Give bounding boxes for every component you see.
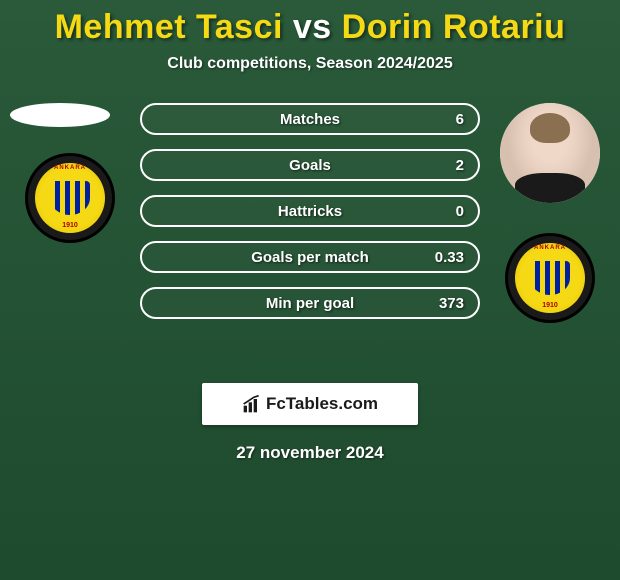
bar-chart-icon: [242, 394, 262, 414]
stat-value: 0: [456, 203, 464, 220]
stats-area: ANKARA 1910 ANKARA 1910 Matches 6 Goals …: [0, 103, 620, 363]
stat-row: Matches 6: [140, 103, 480, 135]
stat-label: Hattricks: [278, 203, 342, 220]
club-badge-inner: ANKARA 1910: [35, 163, 105, 233]
vs-separator: vs: [293, 8, 332, 46]
branding-text: FcTables.com: [266, 394, 378, 414]
stat-row: Hattricks 0: [140, 195, 480, 227]
subtitle: Club competitions, Season 2024/2025: [0, 55, 620, 73]
player1-club-badge: ANKARA 1910: [25, 153, 115, 243]
badge-stripes: [50, 181, 90, 215]
player1-photo: [10, 103, 110, 127]
stat-label: Matches: [280, 111, 340, 128]
stat-rows: Matches 6 Goals 2 Hattricks 0 Goals per …: [140, 103, 480, 333]
stat-label: Goals per match: [251, 249, 369, 266]
badge-year: 1910: [542, 302, 558, 309]
stat-value: 373: [439, 295, 464, 312]
stat-value: 2: [456, 157, 464, 174]
stat-label: Min per goal: [266, 295, 354, 312]
player2-photo: [500, 103, 600, 203]
badge-stripes: [530, 261, 570, 295]
player1-name: Mehmet Tasci: [55, 8, 283, 46]
badge-top-text: ANKARA: [54, 165, 86, 171]
branding-badge: FcTables.com: [202, 383, 418, 425]
stat-row: Min per goal 373: [140, 287, 480, 319]
badge-year: 1910: [62, 222, 78, 229]
stat-row: Goals per match 0.33: [140, 241, 480, 273]
stat-label: Goals: [289, 157, 331, 174]
club-badge-inner: ANKARA 1910: [515, 243, 585, 313]
stat-value: 6: [456, 111, 464, 128]
comparison-headline: Mehmet Tasci vs Dorin Rotariu: [0, 0, 620, 47]
stat-row: Goals 2: [140, 149, 480, 181]
player2-silhouette: [500, 103, 600, 203]
player2-name: Dorin Rotariu: [342, 8, 566, 46]
badge-top-text: ANKARA: [534, 245, 566, 251]
stat-value: 0.33: [435, 249, 464, 266]
player2-club-badge: ANKARA 1910: [505, 233, 595, 323]
date: 27 november 2024: [0, 443, 620, 463]
